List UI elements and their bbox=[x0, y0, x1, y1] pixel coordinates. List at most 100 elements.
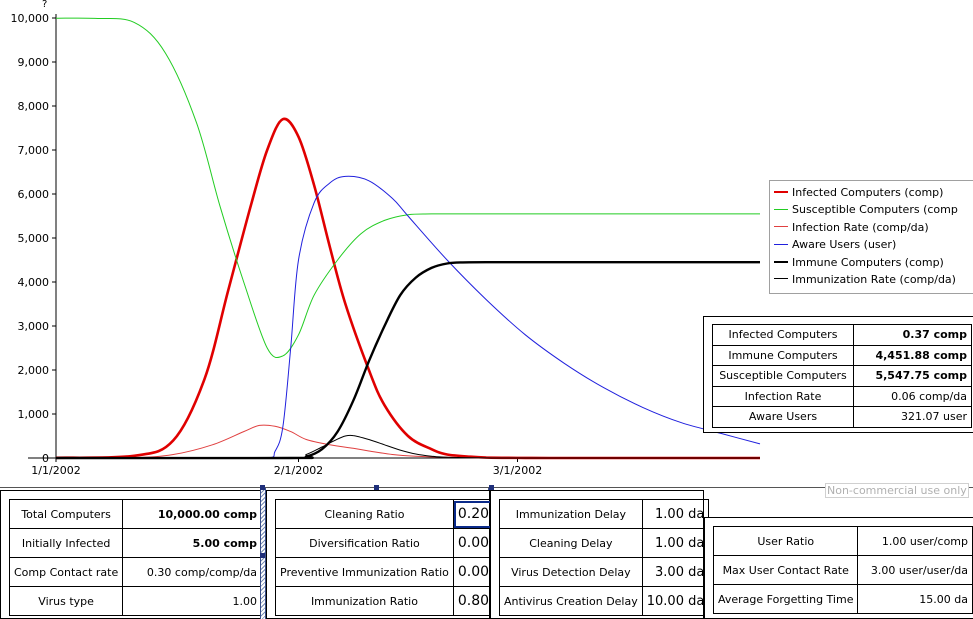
delay-input-field[interactable]: 1.00 da bbox=[641, 499, 710, 529]
table-row: User Ratio 1.00 user/comp bbox=[712, 526, 973, 556]
legend-swatch bbox=[774, 191, 788, 193]
parameter-label: Average Forgetting Time bbox=[712, 584, 859, 614]
legend-swatch bbox=[774, 278, 788, 280]
result-value: 0.37 comp bbox=[853, 324, 972, 346]
parameter-label: Diversification Ratio bbox=[275, 528, 454, 558]
y-tick-label: 9,000 bbox=[18, 56, 50, 69]
result-value: 4,451.88 comp bbox=[853, 344, 972, 366]
parameter-label: Susceptible Computers bbox=[712, 365, 854, 387]
ratio-inputs-panel: Cleaning Ratio 0.20 Diversification Ratio 0… bbox=[266, 490, 501, 619]
legend-label: Infection Rate (comp/da) bbox=[792, 220, 929, 234]
parameter-label: Immune Computers bbox=[712, 344, 854, 366]
parameter-value-field[interactable]: 5.00 comp bbox=[122, 528, 262, 558]
parameter-label: Initially Infected bbox=[8, 528, 124, 558]
legend-entry: Immune Computers (comp) bbox=[770, 254, 973, 271]
parameter-label: Virus Detection Delay bbox=[499, 557, 643, 587]
delay-inputs-panel: Immunization Delay 1.00 da Cleaning Delay 1… bbox=[490, 490, 710, 619]
series-line-6 bbox=[55, 434, 760, 459]
chart-divider bbox=[0, 487, 973, 488]
legend-label: Immunization Rate (comp/da) bbox=[792, 272, 956, 286]
table-row: Antivirus Creation Delay 10.00 da bbox=[499, 586, 710, 616]
parameter-label: Preventive Immunization Ratio bbox=[275, 557, 454, 587]
table-row: Infected Computers 0.37 comp bbox=[712, 324, 972, 346]
user-parameter-field[interactable]: 15.00 da bbox=[857, 584, 973, 614]
y-tick-label: 4,000 bbox=[18, 276, 50, 289]
y-tick-label: 8,000 bbox=[18, 100, 50, 113]
parameter-label: Comp Contact rate bbox=[8, 557, 124, 587]
watermark-label: Non-commercial use only bbox=[825, 483, 969, 498]
y-tick-label: 3,000 bbox=[18, 320, 50, 333]
parameter-label: Infected Computers bbox=[712, 324, 854, 346]
parameter-label: Virus type bbox=[8, 586, 124, 616]
parameter-label: Infection Rate bbox=[712, 385, 854, 407]
legend-swatch bbox=[774, 243, 788, 245]
series-line-3 bbox=[55, 424, 760, 459]
table-row: Immunization Ratio 0.80 bbox=[275, 586, 501, 616]
series-line-4 bbox=[55, 175, 761, 459]
x-tick-label: 2/1/2002 bbox=[274, 464, 323, 477]
series-line-1 bbox=[55, 117, 760, 460]
x-tick-label: 3/1/2002 bbox=[493, 464, 542, 477]
parameter-label: Antivirus Creation Delay bbox=[499, 586, 643, 616]
parameter-label: Max User Contact Rate bbox=[712, 555, 859, 585]
delay-input-field[interactable]: 3.00 da bbox=[641, 557, 710, 587]
x-axis: 1/1/2002 2/1/2002 3/1/2002 bbox=[28, 457, 760, 477]
delay-input-field[interactable]: 1.00 da bbox=[641, 528, 710, 558]
y-tick-label: 5,000 bbox=[18, 232, 50, 245]
table-row: Susceptible Computers 5,547.75 comp bbox=[712, 365, 972, 387]
simulation-chart: ? 01,0002,0003,0004,0005,0006,0007,0008,… bbox=[11, 0, 761, 477]
user-parameter-field[interactable]: 3.00 user/user/da bbox=[857, 555, 973, 585]
user-parameter-field[interactable]: 1.00 user/comp bbox=[857, 526, 973, 556]
table-row: Immune Computers 4,451.88 comp bbox=[712, 344, 972, 366]
chart-legend: Infected Computers (comp) Susceptible Com… bbox=[769, 180, 973, 294]
delay-input-field[interactable]: 10.00 da bbox=[641, 586, 710, 616]
virus-parameters-panel: Total Computers 10,000.00 comp Initially I… bbox=[0, 490, 263, 619]
table-row: Preventive Immunization Ratio 0.00 bbox=[275, 557, 501, 587]
selection-handle[interactable] bbox=[374, 485, 379, 490]
parameter-value-field[interactable]: 10,000.00 comp bbox=[122, 499, 262, 529]
result-value: 321.07 user bbox=[853, 406, 972, 428]
table-row: Average Forgetting Time 15.00 da bbox=[712, 584, 973, 614]
y-tick-label: 6,000 bbox=[18, 188, 50, 201]
table-row: Cleaning Ratio 0.20 bbox=[275, 499, 501, 529]
parameter-label: Immunization Ratio bbox=[275, 586, 454, 616]
legend-swatch bbox=[774, 226, 788, 228]
table-row: Aware Users 321.07 user bbox=[712, 406, 972, 428]
result-value: 5,547.75 comp bbox=[853, 365, 972, 387]
legend-label: Immune Computers (comp) bbox=[792, 255, 944, 269]
legend-label: Aware Users (user) bbox=[792, 238, 897, 252]
table-row: Virus Detection Delay 3.00 da bbox=[499, 557, 710, 587]
y-axis: 01,0002,0003,0004,0005,0006,0007,0008,00… bbox=[11, 12, 57, 465]
chart-series bbox=[55, 17, 761, 460]
parameter-value-field[interactable]: 0.30 comp/comp/da bbox=[122, 557, 262, 587]
parameter-label: User Ratio bbox=[712, 526, 859, 556]
legend-entry: Immunization Rate (comp/da) bbox=[770, 271, 973, 288]
series-line-2 bbox=[55, 17, 760, 359]
table-row: Cleaning Delay 1.00 da bbox=[499, 528, 710, 558]
y-tick-label: 7,000 bbox=[18, 144, 50, 157]
parameter-label: Cleaning Delay bbox=[499, 528, 643, 558]
y-tick-label: 1,000 bbox=[18, 408, 50, 421]
y-tick-label: 2,000 bbox=[18, 364, 50, 377]
parameter-value-field[interactable]: 1.00 bbox=[122, 586, 262, 616]
table-row: Comp Contact rate 0.30 comp/comp/da bbox=[8, 557, 262, 587]
table-row: Virus type 1.00 bbox=[8, 586, 262, 616]
summary-table: Infected Computers 0.37 comp Immune Comput… bbox=[703, 316, 973, 433]
legend-entry: Susceptible Computers (comp bbox=[770, 201, 973, 218]
legend-entry: Aware Users (user) bbox=[770, 236, 973, 253]
y-tick-label: 10,000 bbox=[11, 12, 50, 25]
legend-label: Infected Computers (comp) bbox=[792, 186, 944, 199]
legend-swatch bbox=[774, 260, 788, 263]
legend-entry: Infection Rate (comp/da) bbox=[770, 219, 973, 236]
parameter-label: Cleaning Ratio bbox=[275, 499, 454, 529]
table-row: Diversification Ratio 0.00 bbox=[275, 528, 501, 558]
table-row: Infection Rate 0.06 comp/da bbox=[712, 385, 972, 407]
parameter-label: Total Computers bbox=[8, 499, 124, 529]
legend-entry: Infected Computers (comp) bbox=[770, 184, 973, 201]
selection-handle[interactable] bbox=[260, 553, 265, 558]
table-row: Immunization Delay 1.00 da bbox=[499, 499, 710, 529]
table-row: Initially Infected 5.00 comp bbox=[8, 528, 262, 558]
selection-handle[interactable] bbox=[489, 485, 494, 490]
parameter-label: Aware Users bbox=[712, 406, 854, 428]
selection-handle[interactable] bbox=[260, 485, 265, 490]
